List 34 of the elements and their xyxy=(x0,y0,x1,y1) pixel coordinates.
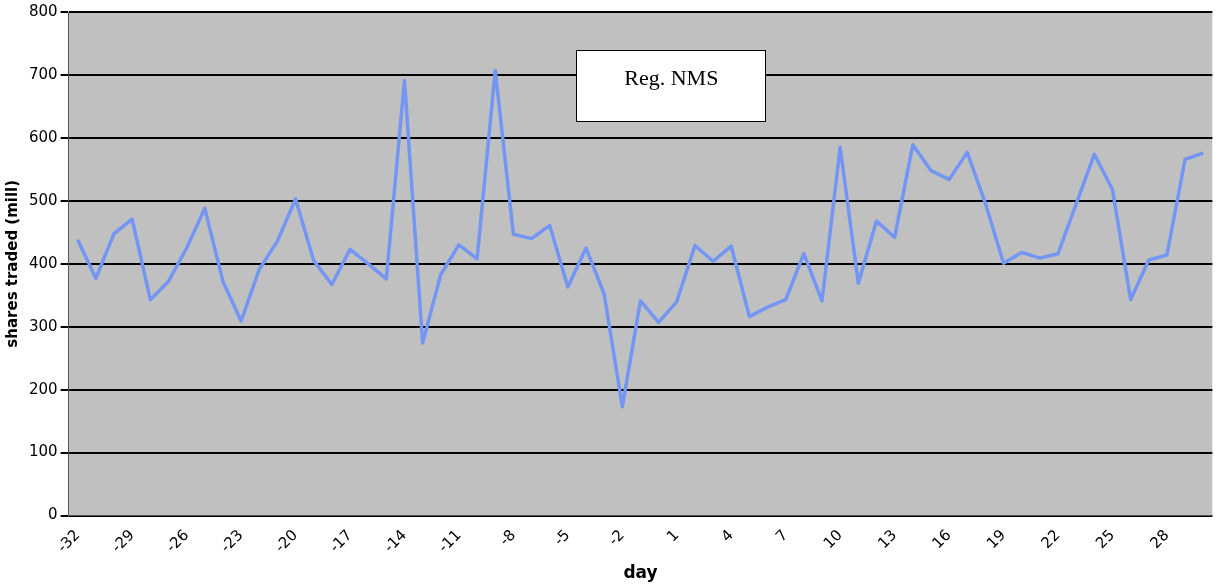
x-tick-label: 28 xyxy=(1146,525,1173,552)
x-tick-label: 16 xyxy=(928,525,955,552)
x-tick-label: -14 xyxy=(380,525,411,556)
y-tick-label: 400 xyxy=(28,253,58,272)
y-tick-label: 700 xyxy=(28,64,58,83)
x-tick-label: -17 xyxy=(325,525,356,556)
x-tick-label: 1 xyxy=(662,525,683,546)
x-tick-label: 7 xyxy=(771,525,792,546)
x-tick-label: 22 xyxy=(1037,525,1064,552)
y-tick-label: 0 xyxy=(48,505,58,524)
x-tick-label: 10 xyxy=(819,525,846,552)
y-tick-label: 100 xyxy=(28,442,58,461)
y-tick-label: 800 xyxy=(28,1,58,20)
x-tick-label: -29 xyxy=(107,525,138,556)
x-tick-label: 25 xyxy=(1091,525,1119,552)
x-tick-label: -2 xyxy=(604,525,628,550)
x-tick-label: -11 xyxy=(434,525,465,556)
x-tick-label: 13 xyxy=(873,525,901,552)
x-tick-label: -26 xyxy=(162,525,193,556)
x-tick-label: -8 xyxy=(495,525,519,550)
x-tick-label: 19 xyxy=(982,525,1010,552)
text-box: Reg. NMS xyxy=(576,50,767,122)
x-tick-label: 4 xyxy=(717,525,737,546)
annotation: Reg. NMS xyxy=(624,65,719,90)
x-axis-title: day xyxy=(623,562,658,583)
x-tick-label: -5 xyxy=(550,525,574,550)
x-tick-label: -20 xyxy=(271,525,302,556)
y-tick-label: 200 xyxy=(28,379,58,398)
x-tick-label: -32 xyxy=(53,525,84,556)
y-tick-label: 500 xyxy=(28,190,58,209)
y-tick-label: 600 xyxy=(28,127,58,146)
x-tick-label: -23 xyxy=(216,525,247,556)
y-tick-label: 300 xyxy=(28,316,58,335)
y-axis-title: shares traded (mill) xyxy=(2,179,21,348)
